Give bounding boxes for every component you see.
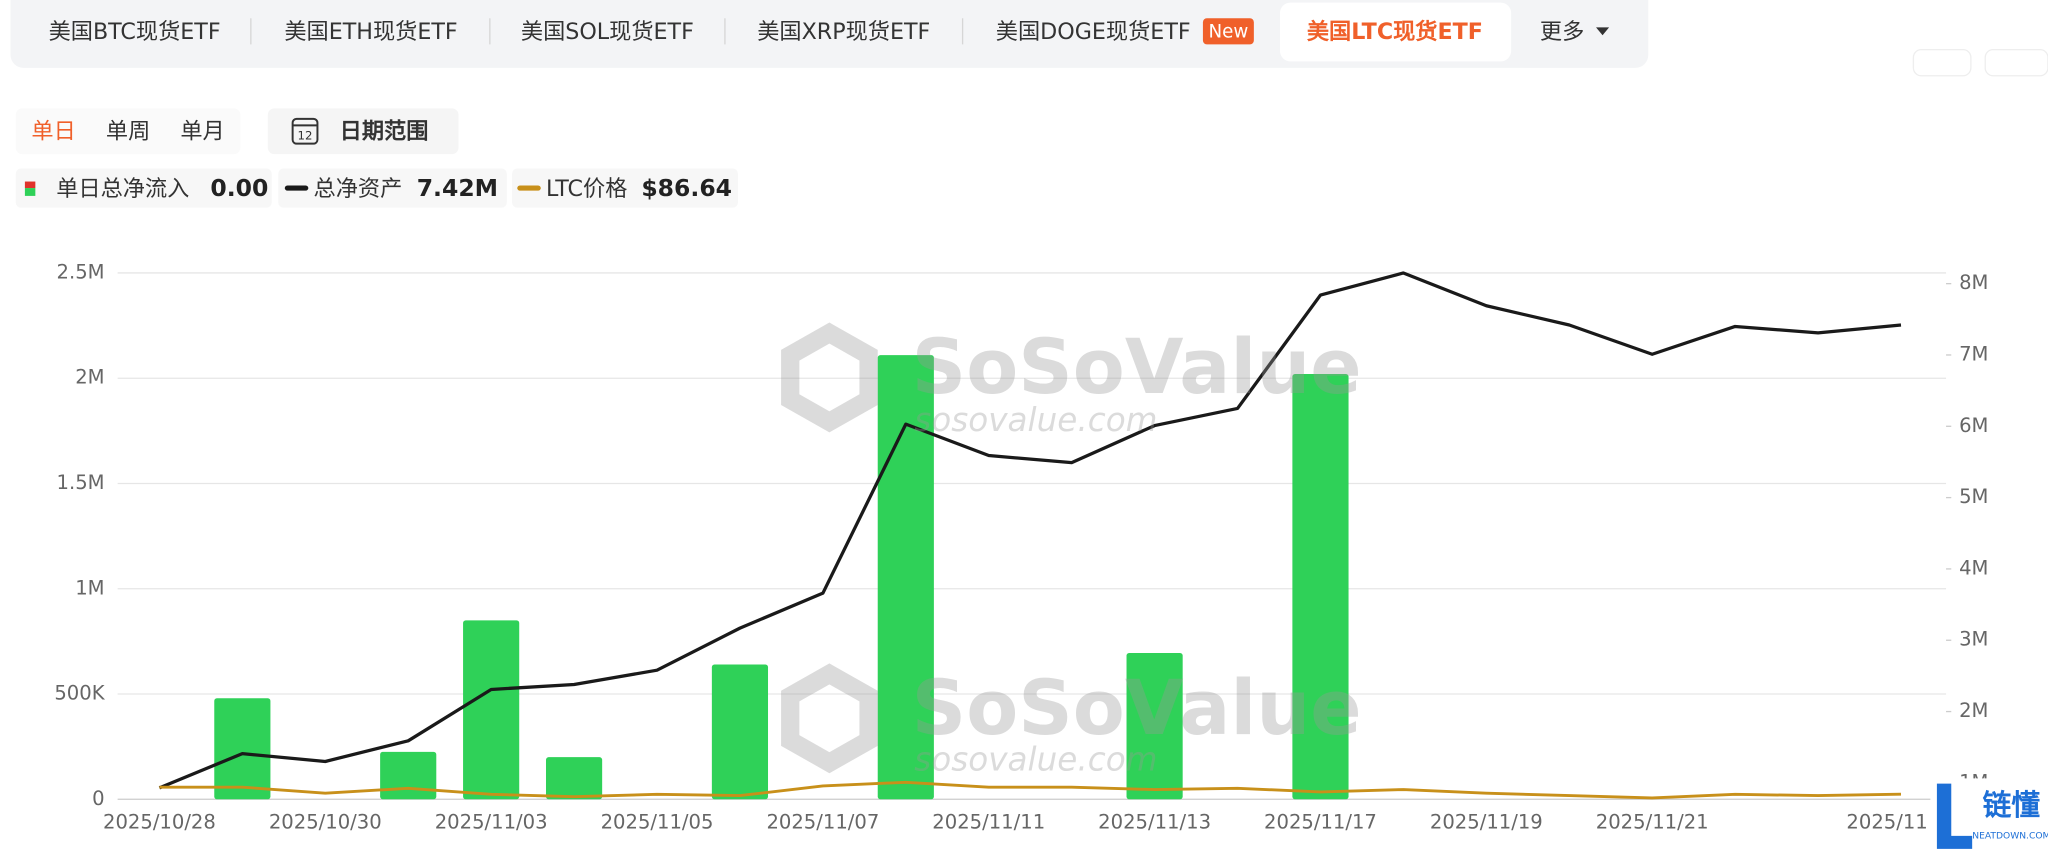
period-active[interactable]: 单日 — [31, 118, 75, 144]
x-tick-label: 2025/10/28 — [103, 810, 216, 833]
legend-box — [512, 168, 738, 208]
x-tick-label: 2025/11/13 — [1098, 810, 1211, 833]
x-tick-label: 2025/11/19 — [1430, 810, 1543, 833]
period-group — [15, 108, 241, 155]
calendar-day: 12 — [298, 128, 313, 142]
watermark: SoSoValue sosovalue.com SoSoValue sosova… — [781, 322, 1362, 778]
active-tab-bg — [1279, 2, 1512, 62]
x-tick-label: 2025/11/17 — [1264, 810, 1377, 833]
tab-separators — [250, 18, 964, 45]
date-range-label[interactable]: 日期范围 — [340, 118, 429, 144]
legend: 单日总净流入 0.00 总净资产 7.42M LTC价格 $86.64 — [24, 174, 732, 202]
bar — [545, 757, 603, 800]
y2-tick-label: 2M — [1959, 699, 1988, 722]
tab[interactable]: 美国DOGE现货ETF — [996, 19, 1191, 45]
y2-tick-label: 7M — [1959, 342, 1988, 365]
x-tick-label: 2025/11/21 — [1596, 810, 1709, 833]
line — [159, 780, 1902, 800]
logo-url: NEATDOWN.COM — [1972, 831, 2048, 841]
dropdown-arrow — [1596, 27, 1610, 36]
watermark-url: sosovalue.com — [914, 740, 1157, 778]
bar — [711, 664, 769, 800]
plot: 0500K1M1.5M2M2.5M1M2M3M4M5M6M7M8M2025/10… — [54, 260, 1988, 833]
y-tick-label: 2M — [75, 366, 104, 389]
logo-name: 链懂 — [1983, 788, 2041, 822]
tab[interactable]: 美国SOL现货ETF — [521, 19, 694, 45]
bar — [463, 620, 520, 800]
y2-tick-label: 6M — [1959, 414, 1988, 437]
x-tick-label: 2025/11 — [1846, 810, 1927, 833]
legend-value: 0.00 — [210, 174, 268, 202]
y-tick-label: 1.5M — [57, 471, 105, 494]
bar — [1292, 374, 1349, 800]
watermark-brand: SoSoValue — [912, 664, 1362, 752]
logo: 链懂 NEATDOWN.COM — [1930, 778, 2048, 851]
x-tick-label: 2025/11/11 — [932, 810, 1045, 833]
tab[interactable]: 美国BTC现货ETF — [49, 19, 221, 45]
legend-swatch — [24, 188, 36, 196]
x-tick-label: 2025/10/30 — [269, 810, 382, 833]
bar — [877, 355, 934, 800]
y2-tick-label: 4M — [1959, 556, 1988, 579]
legend-box — [278, 168, 507, 208]
line — [158, 271, 1902, 790]
x-tick-label: 2025/11/03 — [435, 810, 548, 833]
tab[interactable]: 美国ETH现货ETF — [284, 19, 457, 45]
control[interactable] — [1912, 48, 1972, 77]
legend-swatch-red — [24, 181, 36, 189]
new-badge — [1202, 18, 1254, 45]
calendar-icon — [291, 117, 319, 145]
legend-name: 总净资产 — [314, 176, 403, 202]
control[interactable] — [1984, 48, 2048, 77]
legend-box — [15, 168, 272, 208]
legend-value: 7.42M — [417, 174, 498, 202]
watermark-brand: SoSoValue — [912, 323, 1362, 411]
y-tick-label: 0 — [92, 787, 104, 810]
bar — [214, 698, 271, 800]
tab-more[interactable]: 更多 — [1540, 19, 1584, 45]
y-tick-label: 500K — [54, 682, 105, 705]
y-tick-label: 1M — [75, 576, 104, 599]
x-tick-label: 2025/11/05 — [601, 810, 714, 833]
legend-name: LTC价格 — [546, 176, 627, 202]
watermark-url: sosovalue.com — [914, 401, 1157, 439]
period[interactable]: 单周 — [106, 118, 150, 144]
new-badge-text: New — [1208, 22, 1248, 43]
y2-tick-label: 8M — [1959, 271, 1988, 294]
x-tick-label: 2025/11/07 — [766, 810, 879, 833]
tab-bar — [10, 0, 1649, 68]
y-tick-label: 2.5M — [57, 260, 105, 283]
y2-tick-label: 3M — [1959, 628, 1988, 651]
period[interactable]: 单月 — [180, 118, 224, 144]
y2-tick-label: 5M — [1959, 485, 1988, 508]
tab-active[interactable]: 美国LTC现货ETF — [1307, 18, 1483, 45]
legend-name: 单日总净流入 — [56, 176, 189, 202]
bar — [380, 751, 437, 800]
legend-value: $86.64 — [641, 174, 732, 202]
tab[interactable]: 美国XRP现货ETF — [757, 19, 930, 45]
bar — [1126, 652, 1183, 800]
